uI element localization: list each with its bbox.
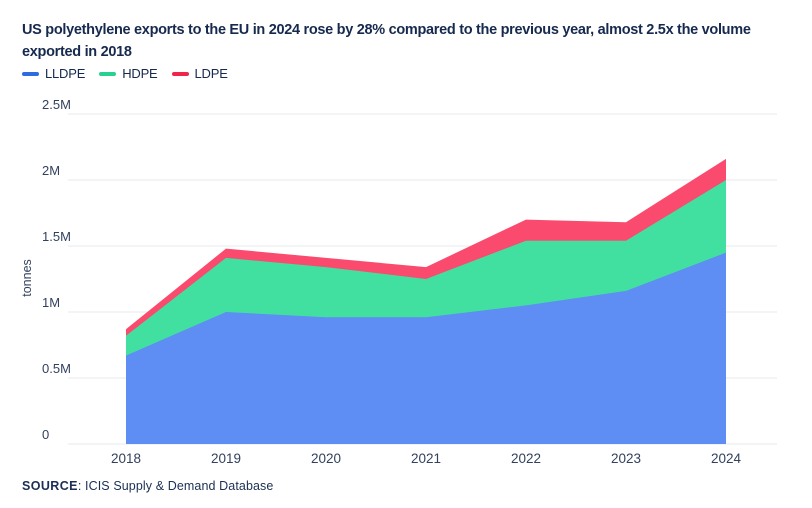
y-axis-labels: 0 0.5M 1M 1.5M 2M 2.5M [42, 97, 71, 442]
area-lldpe[interactable] [126, 252, 726, 444]
legend-item-hdpe[interactable]: HDPE [99, 66, 158, 81]
y-tick-label: 0 [42, 427, 49, 442]
x-tick-label-2019: 2019 [211, 451, 241, 466]
ldpe-legend-dash-icon [171, 71, 189, 76]
x-tick-label-2020: 2020 [311, 451, 341, 466]
y-tick-label: 2M [42, 163, 60, 178]
hdpe-legend-dash-icon [99, 71, 117, 76]
legend-item-lldpe[interactable]: LLDPE [22, 66, 85, 81]
legend-label-hdpe: HDPE [122, 66, 158, 81]
legend-item-ldpe[interactable]: LDPE [171, 66, 228, 81]
chart-title-line1: US polyethylene exports to the EU in 202… [22, 21, 751, 38]
x-tick-label-2018: 2018 [111, 451, 141, 466]
source-text: : ICIS Supply & Demand Database [77, 479, 274, 493]
lldpe-legend-dash-icon [22, 71, 39, 76]
legend-label-lldpe: LLDPE [45, 66, 86, 81]
y-tick-label: 1.5M [42, 229, 71, 244]
y-tick-label: 0.5M [42, 361, 71, 376]
legend: LLDPE HDPE LDPE [22, 66, 228, 81]
x-tick-label-2021: 2021 [411, 451, 441, 466]
chart-title-line2: exported in 2018 [22, 43, 132, 60]
y-tick-label: 1M [42, 295, 60, 310]
x-axis-labels: 2018 2019 2020 2021 2022 2023 2024 [111, 451, 742, 466]
source-label: SOURCE [22, 479, 78, 493]
source-note: SOURCE: ICIS Supply & Demand Database [22, 479, 273, 493]
chart-title: US polyethylene exports to the EU in 202… [22, 19, 782, 63]
x-tick-label-2023: 2023 [611, 451, 641, 466]
chart-svg: 0 0.5M 1M 1.5M 2M 2.5M tonnes 2018 2019 2020 202… [20, 97, 777, 466]
area-series [126, 158, 726, 444]
y-tick-label: 2.5M [42, 97, 71, 112]
legend-label-ldpe: LDPE [194, 66, 228, 81]
y-axis-title: tonnes [20, 259, 34, 297]
x-tick-label-2022: 2022 [511, 451, 541, 466]
x-tick-label-2024: 2024 [711, 451, 742, 466]
